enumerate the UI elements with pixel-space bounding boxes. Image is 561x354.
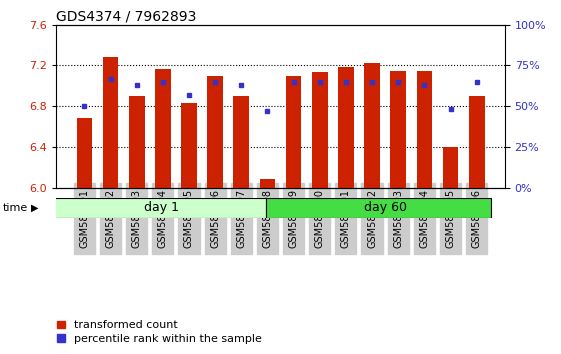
Bar xyxy=(207,76,223,188)
Bar xyxy=(364,63,380,188)
Bar xyxy=(286,76,301,188)
Text: day 1: day 1 xyxy=(144,201,179,215)
Bar xyxy=(129,96,145,188)
Bar xyxy=(312,72,328,188)
Bar xyxy=(233,96,249,188)
Text: ▶: ▶ xyxy=(31,203,38,213)
Bar xyxy=(443,147,458,188)
Bar xyxy=(260,179,275,188)
Bar xyxy=(42,198,266,218)
Bar xyxy=(76,118,92,188)
Bar xyxy=(266,198,491,218)
Bar xyxy=(416,70,432,188)
Bar xyxy=(181,103,197,188)
Bar xyxy=(469,96,485,188)
Text: GDS4374 / 7962893: GDS4374 / 7962893 xyxy=(56,10,196,24)
Text: day 60: day 60 xyxy=(364,201,407,215)
Text: time: time xyxy=(3,203,28,213)
Bar xyxy=(390,70,406,188)
Bar xyxy=(103,57,118,188)
Legend: transformed count, percentile rank within the sample: transformed count, percentile rank withi… xyxy=(56,319,263,345)
Bar xyxy=(338,67,354,188)
Bar xyxy=(155,69,171,188)
